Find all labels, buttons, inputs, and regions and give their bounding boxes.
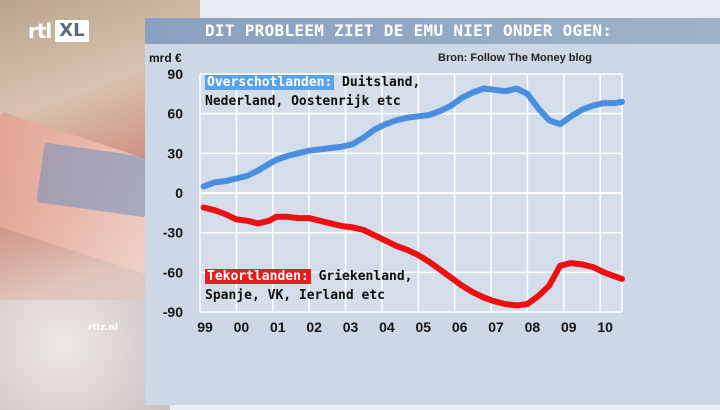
x-tick-label: 10 bbox=[597, 319, 613, 335]
y-tick-label: 90 bbox=[167, 66, 183, 82]
y-tick-label: 0 bbox=[175, 185, 183, 201]
x-tick-label: 99 bbox=[197, 319, 213, 335]
deficit-annotation: Tekortlanden: Griekenland, Spanje, VK, I… bbox=[205, 267, 413, 305]
surplus-annotation: Overschotlanden: Duitsland, Nederland, O… bbox=[205, 73, 420, 111]
surplus-label-highlight: Overschotlanden: bbox=[205, 75, 335, 90]
chart-source: Bron: Follow The Money blog bbox=[438, 52, 592, 64]
deficit-label-line2: Spanje, VK, Ierland etc bbox=[205, 288, 386, 303]
surplus-series-line bbox=[200, 85, 625, 190]
x-tick-label: 09 bbox=[561, 319, 577, 335]
deficit-label-line1: Griekenland, bbox=[310, 269, 413, 284]
y-tick-label: -30 bbox=[163, 225, 183, 241]
deficit-series-line bbox=[200, 204, 625, 309]
title-banner bbox=[145, 18, 720, 44]
y-axis-unit: mrd € bbox=[149, 51, 182, 65]
x-tick-label: 07 bbox=[488, 319, 504, 335]
y-tick-label: 60 bbox=[167, 106, 183, 122]
deficit-label-highlight: Tekortlanden: bbox=[205, 269, 311, 284]
y-tick-label: -90 bbox=[163, 304, 183, 320]
x-tick-label: 01 bbox=[270, 319, 286, 335]
x-tick-label: 03 bbox=[343, 319, 359, 335]
watermark: rtlz.nl bbox=[88, 323, 118, 333]
x-tick-label: 05 bbox=[415, 319, 431, 335]
rtl-xl-logo: rtl XL bbox=[28, 19, 125, 43]
coin-image bbox=[0, 300, 170, 410]
x-tick-label: 00 bbox=[234, 319, 250, 335]
y-tick-label: 30 bbox=[167, 145, 183, 161]
page-title: DIT PROBLEEM ZIET DE EMU NIET ONDER OGEN… bbox=[205, 21, 613, 40]
x-tick-label: 08 bbox=[525, 319, 541, 335]
surplus-label-line1: Duitsland, bbox=[334, 75, 421, 90]
x-tick-label: 02 bbox=[306, 319, 322, 335]
x-tick-label: 06 bbox=[452, 319, 468, 335]
y-tick-label: -60 bbox=[163, 264, 183, 280]
surplus-label-line2: Nederland, Oostenrijk etc bbox=[205, 94, 401, 109]
x-tick-label: 04 bbox=[379, 319, 395, 335]
